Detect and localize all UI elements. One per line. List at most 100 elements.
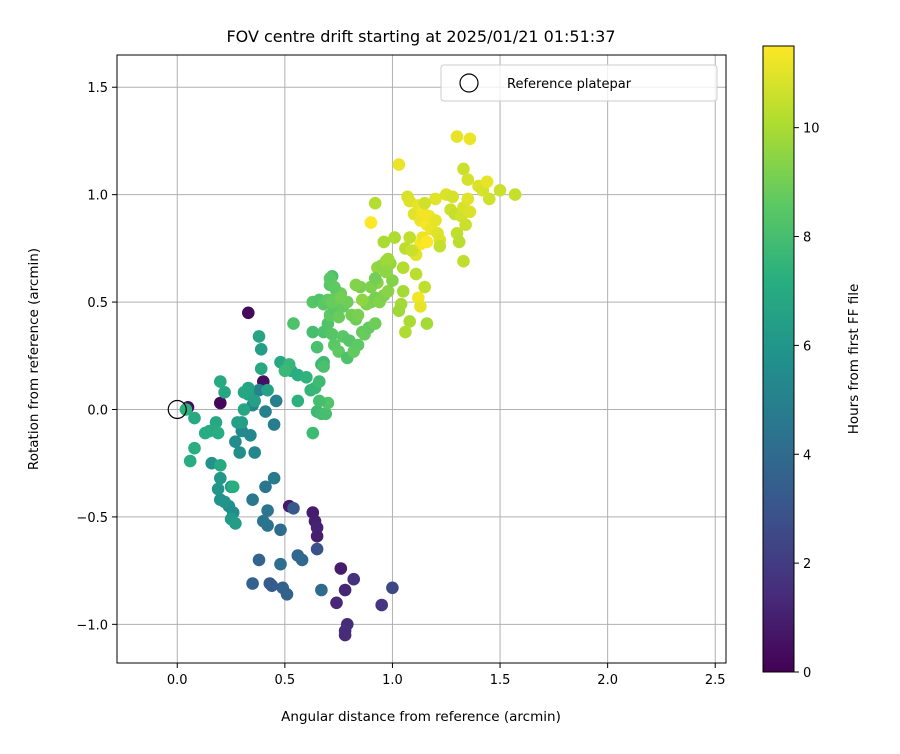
scatter-point: [300, 371, 313, 384]
scatter-point: [254, 343, 268, 356]
scatter-point: [347, 572, 361, 586]
scatter-point: [242, 306, 255, 320]
chart-title: FOV centre drift starting at 2025/01/21 …: [226, 27, 615, 46]
scatter-point: [209, 416, 223, 429]
scatter-point: [483, 192, 496, 206]
scatter-point: [310, 529, 324, 543]
scatter-point: [231, 416, 244, 429]
scatter-point: [214, 459, 227, 472]
y-tick-label: −0.5: [76, 511, 108, 526]
scatter-point: [414, 300, 427, 313]
colorbar-gradient: [762, 45, 795, 673]
y-axis-ticks: −1.0 −0.5 0.0 0.5 1.0 1.5: [76, 81, 117, 633]
x-axis-ticks: 0.0 0.5 1.0 1.5 2.0 2.5: [167, 663, 726, 688]
scatter-point: [198, 426, 212, 440]
colorbar-tick-label: 8: [803, 231, 811, 246]
scatter-point: [291, 394, 305, 408]
scatter-point: [248, 446, 261, 459]
scatter-point: [218, 495, 231, 509]
scatter-point: [229, 435, 242, 449]
scatter-point: [368, 196, 382, 210]
scatter-point: [310, 340, 324, 354]
y-tick-label: 1.0: [87, 189, 108, 204]
colorbar-label: Hours from first FF file: [846, 284, 862, 435]
plot-area: [117, 55, 726, 663]
scatter-point: [334, 291, 348, 305]
scatter-points: [179, 130, 522, 642]
scatter-point: [332, 310, 346, 324]
scatter-point: [463, 132, 477, 146]
colorbar-ticks: 0 2 4 6 8 10: [794, 122, 820, 681]
scatter-point: [188, 441, 201, 455]
scatter-point: [325, 328, 339, 341]
scatter-point: [446, 190, 460, 204]
scatter-point: [211, 426, 225, 440]
colorbar: 0 2 4 6 8 10 Hours from first FF file: [762, 45, 862, 681]
scatter-point: [313, 394, 326, 408]
x-axis-label: Angular distance from reference (arcmin): [281, 709, 561, 725]
scatter-point: [429, 214, 442, 227]
x-tick-label: 1.5: [490, 673, 511, 688]
scatter-point: [274, 557, 287, 571]
scatter-point: [237, 386, 251, 399]
scatter-point: [261, 383, 274, 397]
y-tick-label: 0.0: [87, 403, 108, 418]
scatter-point: [368, 272, 382, 285]
scatter-point: [267, 418, 281, 431]
scatter-point: [287, 502, 300, 515]
scatter-point: [254, 362, 268, 376]
scatter-point: [508, 188, 522, 201]
scatter-point: [233, 446, 246, 459]
scatter-point: [403, 315, 417, 328]
scatter-point: [246, 493, 259, 507]
scatter-point: [338, 628, 352, 642]
legend-box: [440, 64, 718, 102]
x-tick-label: 2.0: [597, 673, 618, 688]
scatter-point: [211, 482, 225, 496]
scatter-point: [246, 577, 259, 590]
legend-open-circle-icon: [459, 73, 479, 93]
scatter-point: [274, 523, 287, 537]
y-tick-label: 0.5: [87, 296, 108, 311]
scatter-point: [261, 504, 274, 517]
scatter-point: [457, 254, 470, 268]
scatter-point: [409, 267, 423, 281]
x-tick-label: 1.0: [382, 673, 403, 688]
scatter-point: [396, 285, 410, 298]
scatter-point: [306, 325, 320, 339]
y-tick-label: 1.5: [87, 81, 108, 96]
colorbar-tick-label: 10: [803, 122, 820, 137]
x-tick-label: 0.0: [167, 673, 188, 688]
scatter-point: [317, 360, 330, 373]
scatter-point: [319, 407, 333, 421]
scatter-point: [405, 244, 419, 257]
colorbar-tick-label: 6: [803, 339, 811, 354]
scatter-point: [351, 308, 365, 322]
scatter-point: [420, 235, 434, 249]
scatter-point: [386, 274, 399, 287]
scatter-point: [399, 325, 412, 339]
scatter-point: [214, 471, 227, 485]
scatter-point: [429, 192, 442, 206]
scatter-point: [375, 598, 389, 612]
scatter-point: [457, 162, 470, 176]
scatter-point: [259, 480, 272, 494]
scatter-point: [183, 454, 197, 468]
scatter-point: [392, 158, 406, 171]
scatter-point: [218, 386, 231, 399]
scatter-point: [267, 471, 281, 485]
scatter-point: [229, 517, 242, 530]
scatter-point: [338, 583, 352, 597]
scatter-point: [463, 205, 477, 219]
colorbar-tick-label: 2: [803, 557, 811, 572]
scatter-point: [381, 252, 395, 266]
reference-point-marker: [167, 399, 187, 420]
scatter-point: [420, 317, 434, 330]
scatter-point: [252, 553, 266, 567]
scatter-point: [356, 293, 369, 307]
reference-marker-layer: [167, 399, 187, 420]
y-axis-label: Rotation from reference (arcmin): [26, 248, 42, 470]
colorbar-tick-label: 0: [803, 666, 811, 681]
scatter-point: [265, 579, 279, 592]
scatter-point: [480, 175, 494, 189]
